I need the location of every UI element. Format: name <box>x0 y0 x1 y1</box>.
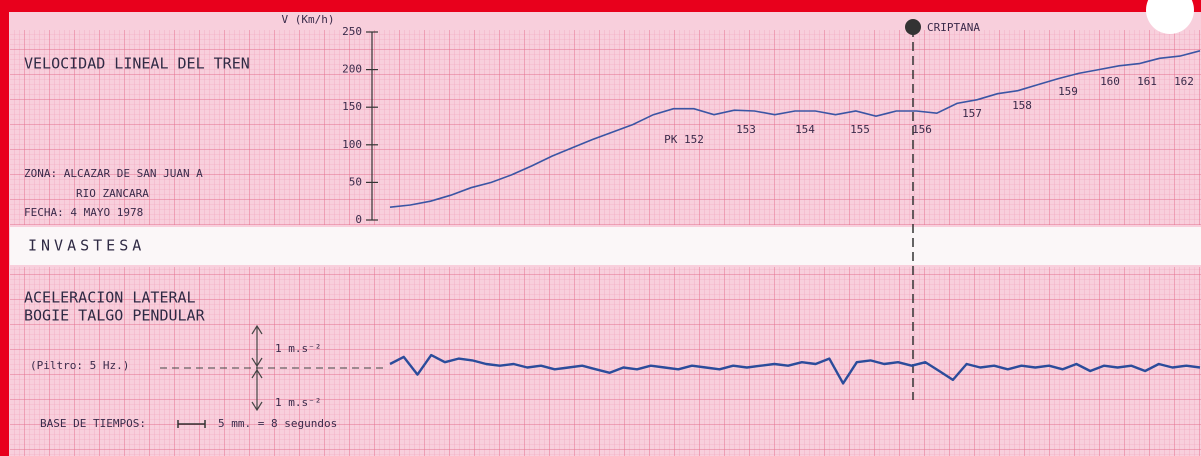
scale-label: 1 m.s⁻² <box>275 396 321 409</box>
kilometer-post: 156 <box>912 123 932 136</box>
filter-label: (Piltro: 5 Hz.) <box>30 359 129 372</box>
station-label: CRIPTANA <box>927 21 980 34</box>
kilometer-post: 157 <box>962 107 982 120</box>
zone-label: RIO ZANCARA <box>76 187 149 200</box>
time-base-label: BASE DE TIEMPOS: <box>40 417 146 430</box>
separator-band <box>10 227 1201 265</box>
band-label: INVASTESA <box>28 237 145 255</box>
zone-label: ZONA: ALCAZAR DE SAN JUAN A <box>24 167 203 180</box>
time-base-label: 5 mm. = 8 segundos <box>218 417 337 430</box>
kilometer-post: 158 <box>1012 99 1032 112</box>
corner-mark <box>1146 0 1194 34</box>
time-base-mark <box>177 420 206 428</box>
kilometer-post: 155 <box>850 123 870 136</box>
kilometer-post: 160 <box>1100 75 1120 88</box>
y-tick-label: 250 <box>342 25 362 38</box>
station-marker <box>905 19 921 35</box>
upper-grid <box>10 30 1201 225</box>
y-tick-label: 100 <box>342 138 362 151</box>
scale-label: 1 m.s⁻² <box>275 342 321 355</box>
kilometer-post: PK 152 <box>664 133 704 146</box>
acceleration-trace <box>389 353 1201 385</box>
kilometer-post: 154 <box>795 123 815 136</box>
kilometer-post: 159 <box>1058 85 1078 98</box>
kilometer-post: 161 <box>1137 75 1157 88</box>
y-tick-label: 200 <box>342 63 362 76</box>
y-tick-label: 150 <box>342 100 362 113</box>
speed-trace <box>389 50 1201 208</box>
chart-title: ACELERACION LATERAL <box>24 289 196 307</box>
y-tick-label: 0 <box>355 213 362 226</box>
y-tick-label: 50 <box>349 175 362 188</box>
kilometer-post: 162 <box>1174 75 1194 88</box>
frame-top <box>0 0 1201 12</box>
chart-title: VELOCIDAD LINEAL DEL TREN <box>24 55 250 73</box>
chart-title: BOGIE TALGO PENDULAR <box>24 307 206 325</box>
lower-grid <box>10 267 1201 456</box>
frame-left <box>0 0 9 456</box>
date-label: FECHA: 4 MAYO 1978 <box>24 206 143 219</box>
y-axis-label: V (Km/h) <box>282 13 335 26</box>
arrow-head <box>251 324 263 412</box>
kilometer-post: 153 <box>736 123 756 136</box>
